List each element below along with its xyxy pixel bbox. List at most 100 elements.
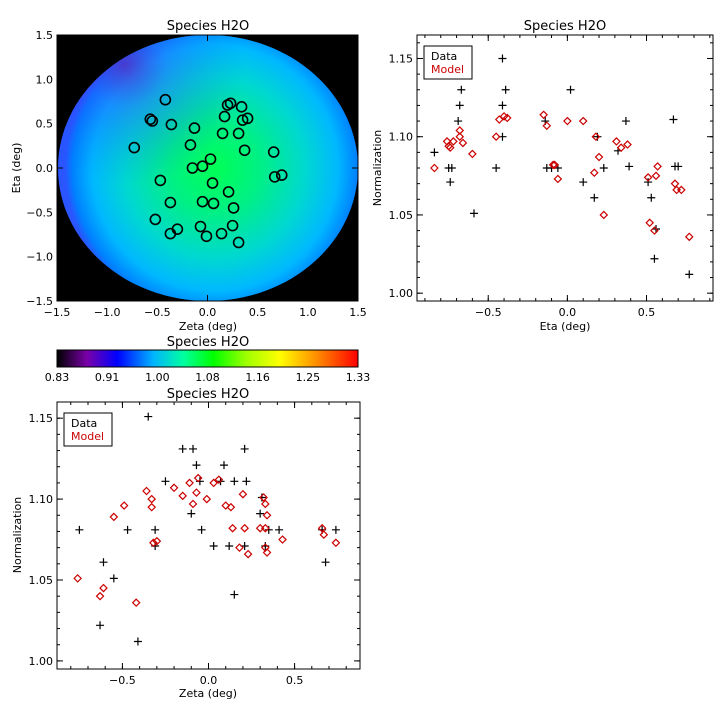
model-point	[99, 583, 108, 593]
data-circle	[235, 101, 248, 113]
data-point	[447, 164, 456, 172]
model-point	[449, 137, 458, 146]
model-point	[612, 137, 621, 146]
data-circle	[196, 160, 209, 173]
model-point	[445, 143, 455, 153]
data-point	[457, 85, 466, 94]
data-point	[669, 115, 678, 124]
model-point	[670, 179, 680, 188]
data-point	[264, 525, 273, 534]
colorbar-tick-label: 1.00	[145, 371, 170, 384]
data-point	[230, 477, 239, 486]
model-point	[119, 501, 129, 510]
data-point	[674, 162, 683, 171]
model-point	[259, 493, 268, 502]
model-point	[539, 110, 548, 120]
colorbar-title: Species H2O	[167, 335, 249, 350]
data-circle	[222, 186, 235, 198]
zeta-xtick-label: −0.5	[109, 674, 136, 687]
colorbar-ticks: 0.83 0.91 1.00 1.08 1.16 1.25 1.33	[45, 371, 371, 384]
data-point	[469, 209, 478, 218]
data-circle	[188, 122, 201, 134]
model-point	[235, 543, 244, 552]
map-title: Species H2O	[167, 19, 249, 34]
model-point	[142, 486, 151, 496]
data-point	[144, 412, 153, 421]
map-ytick-label: −1.5	[26, 295, 53, 308]
data-point	[599, 164, 608, 172]
zeta-legend-box	[63, 412, 113, 447]
colorbar-tick-label: 1.16	[245, 371, 270, 384]
data-circle	[224, 97, 237, 110]
eta-xtick-label: 0.5	[638, 306, 656, 319]
zeta-ytick-label: 1.05	[29, 574, 54, 587]
model-point	[458, 138, 468, 148]
data-point	[501, 85, 510, 94]
model-point	[594, 152, 604, 162]
data-point	[189, 444, 198, 453]
data-point	[151, 525, 160, 534]
model-point	[645, 218, 655, 228]
data-circle	[144, 113, 157, 126]
model-point	[591, 132, 601, 142]
model-point	[260, 523, 270, 533]
map-xtick-label: 0.0	[199, 306, 217, 319]
data-circle	[241, 112, 254, 125]
data-point	[256, 509, 265, 518]
eta-ytick-label: 1.10	[389, 131, 414, 144]
map-xtick-label: −1.5	[44, 306, 71, 319]
model-point	[599, 210, 609, 220]
data-point	[178, 444, 187, 453]
model-point	[616, 143, 626, 153]
data-point	[109, 574, 118, 583]
eta-title: Species H2O	[524, 19, 606, 34]
data-point	[644, 178, 653, 187]
map-ytick-label: 1.0	[36, 73, 54, 86]
model-point	[193, 473, 203, 483]
map-ytick-label: −1.0	[26, 251, 53, 264]
model-point	[214, 475, 224, 485]
data-circle	[238, 144, 251, 157]
eta-legend: Data Model	[423, 45, 473, 80]
colorbar-gradient	[56, 349, 359, 368]
colorbar-tick-label: 1.25	[296, 371, 321, 384]
data-point	[133, 637, 142, 646]
map-ytick-label: −0.5	[26, 206, 53, 219]
model-point	[430, 163, 439, 173]
data-circle	[165, 118, 178, 131]
model-point	[676, 185, 686, 195]
data-point	[242, 477, 251, 486]
model-point	[548, 160, 558, 170]
map-xlabel: Zeta (deg)	[179, 320, 237, 333]
eta-ytick-label: 1.05	[389, 209, 414, 222]
model-point	[185, 478, 194, 488]
model-point	[684, 232, 694, 242]
model-point	[131, 598, 141, 608]
model-point	[149, 538, 158, 548]
model-point	[502, 113, 512, 123]
data-point	[99, 558, 108, 567]
map-ytick-label: 1.5	[36, 29, 54, 42]
data-point	[625, 162, 634, 171]
data-circle	[215, 227, 228, 240]
model-point	[319, 530, 329, 540]
data-point	[430, 148, 439, 157]
data-point	[225, 542, 234, 551]
zeta-legend-model: Model	[71, 430, 104, 443]
data-circle	[128, 141, 141, 154]
model-point	[238, 489, 248, 499]
data-circle	[146, 115, 159, 127]
model-point	[169, 483, 179, 493]
data-point	[446, 178, 455, 187]
model-point	[226, 502, 236, 512]
zeta-ytick-label: 1.10	[29, 493, 54, 506]
zeta-xtick-label: 0.5	[286, 674, 304, 687]
data-circle	[216, 127, 229, 140]
model-point	[152, 536, 162, 546]
map-xtick-label: −1.0	[94, 306, 121, 319]
zeta-ytick-label: 1.15	[29, 412, 54, 425]
model-point	[468, 149, 477, 159]
data-circle	[267, 146, 280, 158]
map-ytick-label: 0.0	[36, 162, 54, 175]
data-circle	[232, 127, 245, 140]
